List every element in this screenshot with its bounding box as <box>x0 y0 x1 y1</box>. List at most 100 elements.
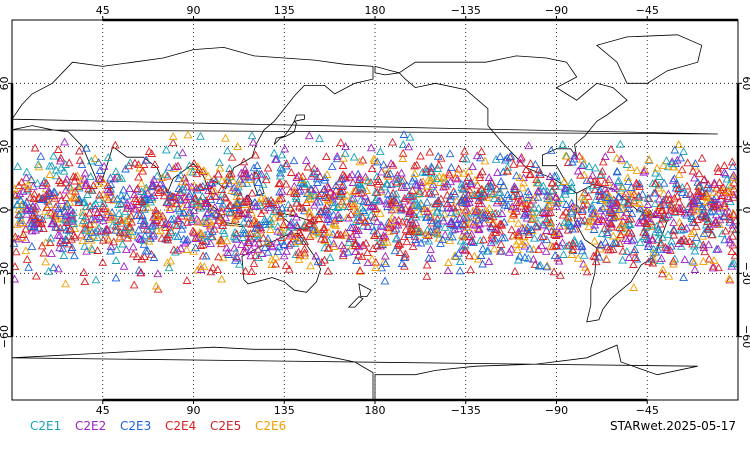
observation-triangle <box>293 237 303 246</box>
observation-triangle <box>336 200 346 209</box>
observation-triangle <box>147 149 157 157</box>
observation-triangle <box>594 252 604 261</box>
observation-triangle <box>129 249 138 258</box>
observation-triangle <box>686 207 695 216</box>
observation-triangle <box>148 179 158 188</box>
observation-triangle <box>616 230 625 239</box>
observation-triangle <box>334 191 344 200</box>
observation-triangle <box>619 226 629 235</box>
observation-triangle <box>589 209 598 217</box>
observation-triangle <box>191 234 201 242</box>
observation-triangle <box>363 222 373 230</box>
observation-triangle <box>634 218 643 227</box>
observation-triangle <box>45 161 54 170</box>
observation-triangle <box>460 232 470 241</box>
observation-triangle <box>515 251 525 260</box>
observation-triangle <box>641 228 651 237</box>
observation-triangle <box>130 194 140 203</box>
observation-triangle <box>571 203 580 212</box>
observation-triangle <box>87 245 97 254</box>
observation-triangle <box>506 214 516 223</box>
observation-triangle <box>527 207 537 216</box>
observation-triangle <box>518 183 527 192</box>
observation-triangle <box>545 172 555 180</box>
observation-triangle <box>381 232 390 241</box>
observation-triangle <box>685 237 695 245</box>
observation-triangle <box>317 189 326 197</box>
observation-triangle <box>709 195 719 203</box>
footer-stamp: STARwet.2025-05-17 <box>610 419 736 433</box>
observation-triangle <box>612 153 622 162</box>
observation-triangle <box>399 253 409 261</box>
observation-triangle <box>94 157 103 166</box>
observation-triangle <box>601 237 610 246</box>
observation-triangle <box>246 229 255 238</box>
observation-triangle <box>704 214 713 223</box>
observation-triangle <box>332 151 342 160</box>
observation-triangle <box>727 247 737 255</box>
observation-triangle <box>490 209 500 218</box>
observation-triangle <box>343 247 353 256</box>
observation-triangle <box>521 237 530 246</box>
observation-triangle <box>652 163 662 172</box>
observation-triangle <box>323 195 333 203</box>
observation-triangle <box>481 206 490 215</box>
observation-triangle <box>80 241 89 250</box>
observation-triangle <box>549 267 559 276</box>
observation-triangle <box>648 178 658 187</box>
observation-triangle <box>651 168 660 177</box>
japan-coast <box>273 120 297 145</box>
observation-triangle <box>457 208 467 217</box>
observation-triangle <box>341 228 351 237</box>
observation-triangle <box>554 178 564 186</box>
observation-triangle <box>445 236 455 245</box>
observation-triangle <box>304 194 314 203</box>
observation-triangle <box>391 234 401 243</box>
observation-triangle <box>335 213 345 221</box>
observation-triangle <box>584 216 594 225</box>
observation-triangle <box>566 186 576 194</box>
observation-triangle <box>235 259 244 268</box>
observation-triangle <box>544 208 554 217</box>
observation-triangle <box>554 228 564 237</box>
observation-triangle <box>292 198 301 207</box>
observation-triangle <box>239 225 248 233</box>
observation-triangle <box>644 257 654 266</box>
observation-triangle <box>44 186 54 195</box>
observation-triangle <box>104 194 113 203</box>
legend-item-c2e1: C2E1 <box>30 419 61 433</box>
observation-triangle <box>462 154 471 163</box>
observation-triangle <box>266 225 275 233</box>
observation-triangle <box>151 206 161 214</box>
observation-triangle <box>502 153 512 162</box>
observation-triangle <box>472 205 482 214</box>
observation-triangle <box>587 216 596 225</box>
observation-triangle <box>579 159 589 168</box>
observation-triangle <box>61 178 71 187</box>
observation-triangle <box>229 231 239 240</box>
observation-triangle <box>198 192 207 201</box>
observation-triangle <box>377 222 387 230</box>
observation-triangle <box>64 231 73 240</box>
observation-triangle <box>60 137 69 146</box>
observation-triangle <box>722 174 732 183</box>
observation-triangle <box>433 164 443 172</box>
observation-triangle <box>372 241 382 250</box>
observation-triangle <box>70 176 79 185</box>
observation-triangle <box>439 182 448 191</box>
y-tick-label-left: −30 <box>0 262 11 285</box>
observation-triangle <box>603 242 612 251</box>
observation-triangle <box>98 189 108 198</box>
observation-triangle <box>463 222 472 231</box>
observation-triangle <box>349 201 359 210</box>
observation-triangle <box>39 248 49 257</box>
observation-triangle <box>641 230 651 239</box>
observation-triangle <box>161 145 171 154</box>
observation-triangle <box>644 155 654 163</box>
observation-triangle <box>83 190 92 198</box>
observation-triangle <box>566 221 576 230</box>
observation-triangle <box>600 224 609 233</box>
observation-triangle <box>728 240 738 249</box>
observation-triangle <box>493 167 502 176</box>
observation-markers <box>9 130 741 293</box>
